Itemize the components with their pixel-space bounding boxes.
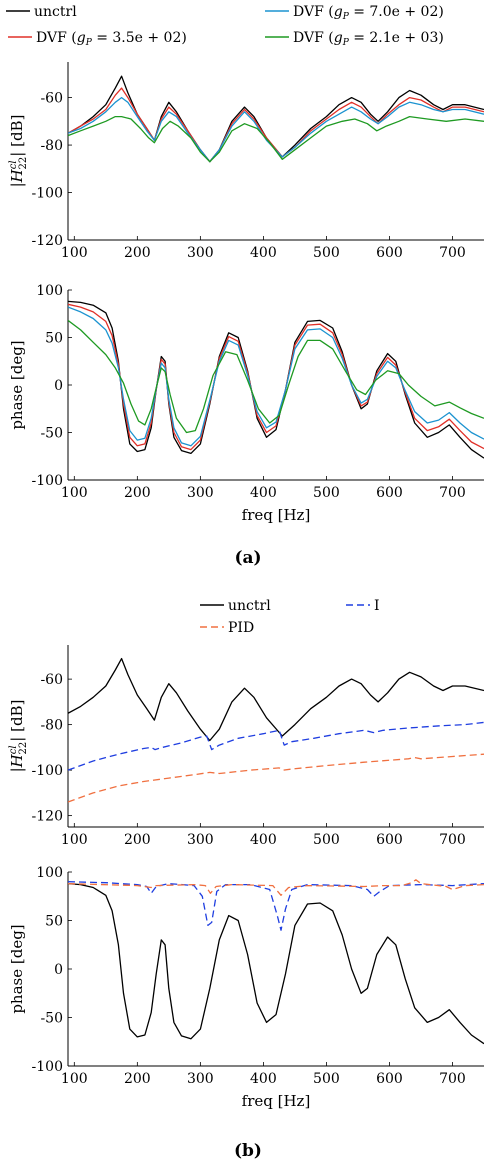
x-tick-label: 200 [124,832,151,848]
y-tick-label: -100 [32,1059,63,1075]
x-tick-label: 400 [250,245,277,261]
y-tick-label: 100 [36,865,63,881]
y-axis-label: phase [deg] [8,340,26,429]
x-tick-label: 400 [250,485,277,501]
x-tick-label: 100 [61,1071,88,1087]
series-line-2 [68,306,484,447]
x-tick-label: 500 [313,832,340,848]
x-tick-label: 300 [187,485,214,501]
x-tick-label: 600 [376,1071,403,1087]
x-tick-label: 300 [187,245,214,261]
legend-label: PID [228,620,254,636]
legend-label: DVF (gP = 7.0e + 02) [293,4,444,22]
x-tick-label: 200 [124,245,151,261]
x-axis-label: freq [Hz] [242,506,311,524]
x-tick-label: 300 [187,1071,214,1087]
x-tick-label: 700 [439,485,466,501]
chart-b-phase: 100 200 300 400 500 600 700 -100 -50 0 50 100 phase … [8,865,484,1110]
series-line-0 [68,300,484,459]
chart-b-magnitude: 100 200 300 400 500 600 700 -120 -100 -80 -60 |Hcl2… [8,598,484,848]
y-tick-label: -100 [32,473,63,489]
series-line-2 [68,879,484,896]
x-tick-label: 500 [313,1071,340,1087]
x-tick-label: 700 [439,245,466,261]
x-tick-label: 200 [124,1071,151,1087]
y-tick-label: 50 [45,914,63,930]
legend-label: DVF (gP = 3.5e + 02) [36,30,187,48]
series-line-0 [68,882,484,1045]
panel-label-a: (a) [234,548,261,568]
series-line-2 [68,96,484,163]
panel-label-b: (b) [234,1141,262,1161]
y-tick-label: -80 [40,718,63,734]
y-axis-label: |Hcl22| [dB] [8,115,29,188]
x-tick-label: 400 [250,832,277,848]
chart-a-phase: 100 200 300 400 500 600 700 -100 -50 0 50 100 phase … [8,283,484,524]
x-axis-label: freq [Hz] [242,1092,311,1110]
x-tick-label: 100 [61,832,88,848]
legend-label: I [374,598,380,614]
x-tick-label: 500 [313,245,340,261]
x-tick-label: 500 [313,485,340,501]
y-tick-label: -60 [40,672,63,688]
y-tick-label: 50 [45,331,63,347]
x-tick-label: 600 [376,832,403,848]
legend-label: unctrl [228,598,271,614]
series-line-2 [68,753,484,803]
series-line-0 [68,75,484,163]
chart-a-magnitude: 100 200 300 400 500 600 700 -120 -100 -80 -60 |Hcl2… [6,4,484,261]
series-line-3 [68,319,484,434]
series-line-1 [68,87,484,163]
series-line-1 [68,881,484,931]
series-line-1 [68,721,484,771]
y-tick-label: 0 [54,962,63,978]
x-tick-label: 100 [61,485,88,501]
x-tick-label: 300 [187,832,214,848]
y-tick-label: -120 [32,233,63,249]
y-tick-label: -100 [32,186,63,202]
x-tick-label: 600 [376,245,403,261]
x-tick-label: 200 [124,485,151,501]
legend: unctrl I PID [200,598,380,636]
legend-label: DVF (gP = 2.1e + 03) [293,30,444,48]
y-tick-label: -60 [40,91,63,107]
y-tick-label: -50 [40,1011,63,1027]
y-tick-label: -80 [40,138,63,154]
y-tick-label: -100 [32,763,63,779]
y-axis-label: |Hcl22| [dB] [8,700,29,773]
x-tick-label: 700 [439,832,466,848]
y-tick-label: -120 [32,809,63,825]
x-tick-label: 700 [439,1071,466,1087]
legend-label: unctrl [34,4,77,20]
y-tick-label: 0 [54,378,63,394]
x-tick-label: 600 [376,485,403,501]
series-line-3 [68,115,484,163]
legend: unctrl DVF (gP = 3.5e + 02) DVF (gP = 7.0e… [6,4,444,48]
y-axis-label: phase [deg] [8,924,26,1013]
y-tick-label: -50 [40,426,63,442]
series-line-0 [68,657,484,742]
y-tick-label: 100 [36,283,63,299]
x-tick-label: 400 [250,1071,277,1087]
x-tick-label: 100 [61,245,88,261]
